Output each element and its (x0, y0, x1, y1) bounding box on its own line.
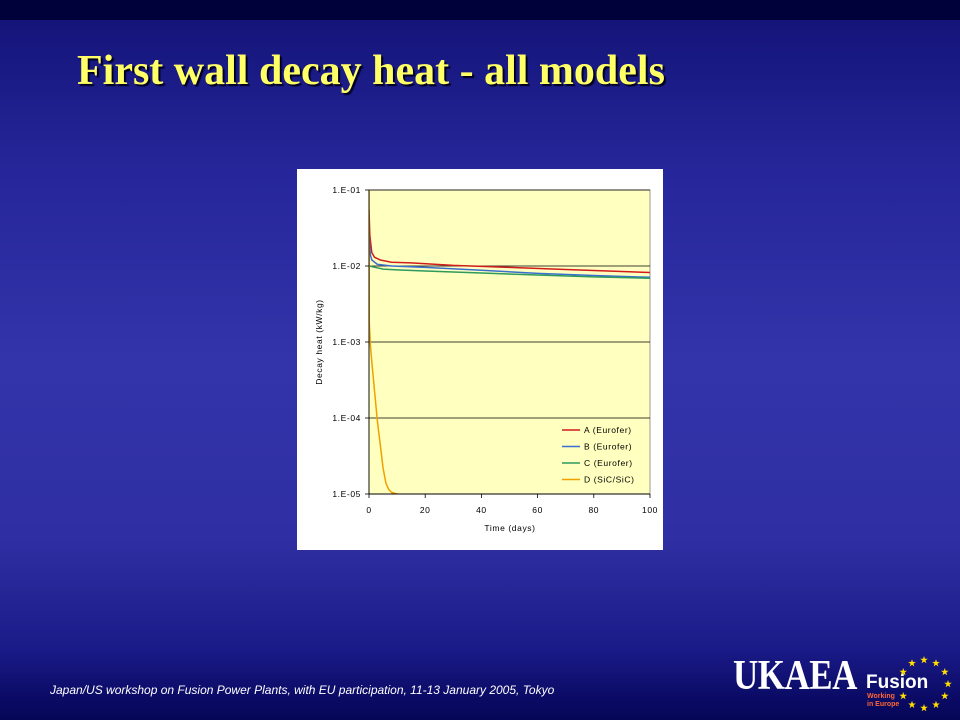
eu-star-icon (941, 668, 949, 676)
eu-star-icon (920, 704, 928, 712)
y-tick-label: 1.E-01 (332, 185, 361, 195)
series-group (369, 190, 650, 494)
legend-label-a: A (Eurofer) (584, 425, 632, 435)
logo-tagline-working: Working (867, 693, 895, 700)
series-line-c (369, 265, 650, 279)
y-tick-label: 1.E-05 (332, 489, 361, 499)
x-tick-label: 80 (588, 505, 599, 515)
footer-caption: Japan/US workshop on Fusion Power Plants… (50, 683, 555, 697)
legend-label-b: B (Eurofer) (584, 442, 632, 452)
x-tick-label: 0 (366, 505, 371, 515)
eu-star-icon (908, 659, 916, 667)
legend-label-c: C (Eurofer) (584, 458, 633, 468)
y-tick-label: 1.E-03 (332, 337, 361, 347)
eu-stars-logo (899, 656, 952, 712)
slide-title: First wall decay heat - all models (77, 48, 665, 94)
series-line-d (369, 190, 398, 494)
eu-star-icon (941, 692, 949, 700)
series-line-a (369, 209, 650, 274)
ukaea-logo-text: UKAEA (733, 651, 857, 699)
y-tick-label: 1.E-04 (332, 413, 361, 423)
eu-star-icon (908, 700, 916, 709)
chart-frame: 1.E-05 1.E-04 1.E-03 1.E-02 1.E-01 0 20 40 60 80 1… (297, 169, 663, 550)
eu-star-icon (920, 656, 928, 664)
x-tick-label: 20 (420, 505, 431, 515)
gridlines (369, 189, 650, 419)
logo-fusion-text: Fusion (866, 672, 929, 693)
x-tick-label: 60 (532, 505, 543, 515)
y-axis-label: Decay heat (kW/kg) (314, 299, 324, 384)
y-tick-label: 1.E-02 (332, 261, 361, 271)
eu-star-icon (932, 700, 940, 709)
eu-star-icon (899, 692, 907, 700)
legend: A (Eurofer) B (Eurofer) C (Eurofer) D (SiC/… (562, 425, 635, 485)
eu-star-icon (899, 668, 907, 676)
eu-star-icon (932, 659, 940, 667)
x-tick-label: 100 (642, 505, 658, 515)
decay-heat-chart: 1.E-05 1.E-04 1.E-03 1.E-02 1.E-01 0 20 40 60 80 1… (314, 185, 658, 533)
axis-ticks: 1.E-05 1.E-04 1.E-03 1.E-02 1.E-01 0 20 40 60 80 1… (332, 185, 658, 515)
series-line-b (369, 235, 650, 279)
x-axis-label: Time (days) (484, 523, 535, 533)
eu-star-icon (944, 680, 952, 688)
x-tick-label: 40 (476, 505, 487, 515)
logo-tagline-in-europe: in Europe (867, 701, 900, 708)
legend-label-d: D (SiC/SiC) (584, 475, 635, 485)
